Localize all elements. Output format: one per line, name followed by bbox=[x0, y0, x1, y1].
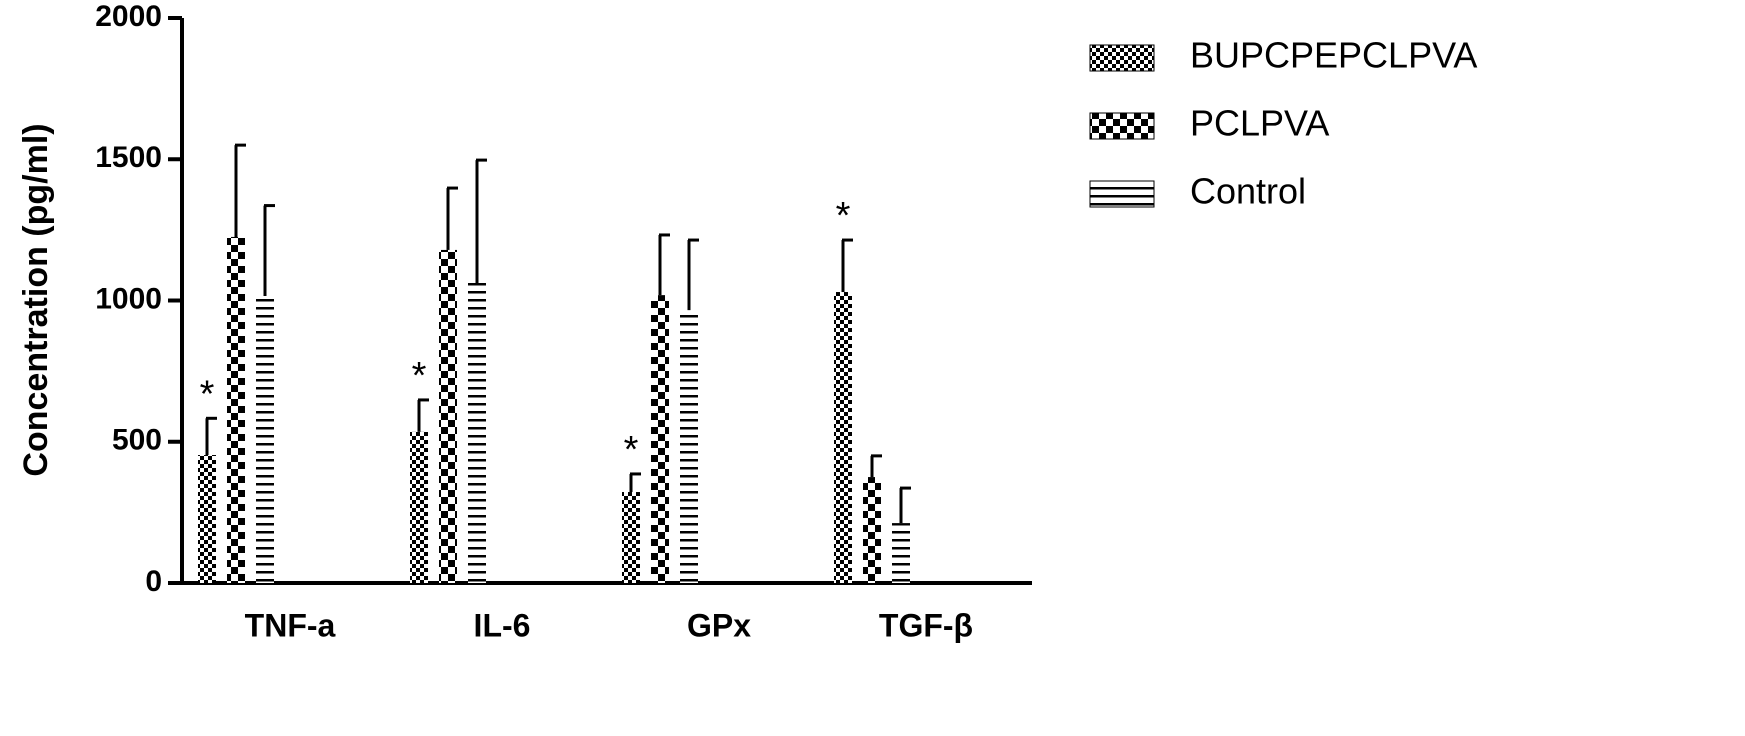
x-tick-label: TGF-β bbox=[879, 607, 973, 643]
bar bbox=[622, 492, 640, 583]
significance-marker: * bbox=[624, 429, 639, 471]
bar bbox=[439, 249, 457, 583]
y-axis-title: Concentration (pg/ml) bbox=[17, 123, 55, 476]
y-tick-label: 500 bbox=[112, 424, 162, 457]
y-tick-label: 1000 bbox=[95, 282, 162, 315]
legend-swatch bbox=[1089, 180, 1155, 208]
bar bbox=[198, 455, 216, 583]
bar bbox=[892, 523, 910, 583]
legend-label: PCLPVA bbox=[1190, 103, 1329, 144]
bar bbox=[256, 295, 274, 583]
significance-marker: * bbox=[412, 355, 427, 397]
legend-label: BUPCPEPCLPVA bbox=[1190, 35, 1477, 76]
y-tick-label: 0 bbox=[145, 565, 162, 598]
bar bbox=[468, 282, 486, 583]
bar bbox=[651, 295, 669, 583]
bar bbox=[227, 236, 245, 583]
bar bbox=[410, 431, 428, 583]
x-tick-label: IL-6 bbox=[474, 607, 531, 643]
significance-marker: * bbox=[836, 195, 851, 237]
bar bbox=[834, 292, 852, 583]
bar bbox=[680, 310, 698, 583]
x-tick-label: GPx bbox=[687, 607, 751, 643]
legend-swatch bbox=[1089, 44, 1155, 72]
x-tick-label: TNF-a bbox=[245, 607, 336, 643]
bar bbox=[863, 477, 881, 583]
y-tick-label: 2000 bbox=[95, 0, 162, 33]
legend-swatch bbox=[1089, 112, 1155, 140]
legend-label: Control bbox=[1190, 171, 1306, 212]
y-tick-label: 1500 bbox=[95, 141, 162, 174]
significance-marker: * bbox=[200, 373, 215, 415]
